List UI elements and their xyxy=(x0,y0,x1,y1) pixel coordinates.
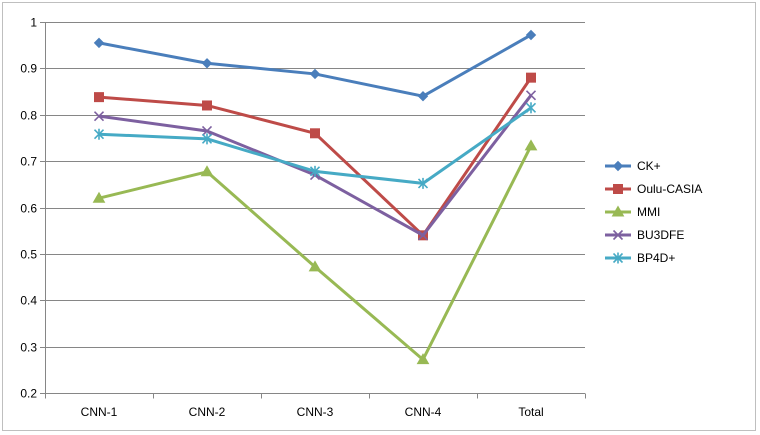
x-tick-label: CNN-1 xyxy=(81,405,118,419)
y-tick-label: 0.7 xyxy=(20,155,37,169)
x-tick-label: Total xyxy=(518,405,543,419)
line-chart: 0.2 0.3 0.4 0.5 0.6 0.7 0.8 0.9 1 CNN-1 CNN-2 CNN-3… xyxy=(20,16,702,420)
data-point xyxy=(417,90,429,102)
series-lines xyxy=(92,29,538,365)
data-point xyxy=(309,165,321,177)
y-tick-label: 1 xyxy=(30,16,37,30)
x-tick-label: CNN-3 xyxy=(297,405,334,419)
series-mmi xyxy=(92,139,538,365)
legend-marker xyxy=(612,229,624,241)
legend-entry: BP4D+ xyxy=(605,251,675,265)
data-point xyxy=(416,353,430,365)
y-tick-label: 0.5 xyxy=(20,248,37,262)
legend-label: MMI xyxy=(637,205,660,219)
data-point xyxy=(417,177,429,189)
series-bp4d- xyxy=(93,102,537,189)
data-point xyxy=(93,128,105,140)
legend-label: BU3DFE xyxy=(637,228,684,242)
series-line xyxy=(98,94,533,237)
data-point xyxy=(308,260,322,272)
data-point xyxy=(201,58,213,69)
y-tick-label: 0.4 xyxy=(20,294,37,308)
data-point xyxy=(92,191,106,203)
legend-marker xyxy=(611,205,625,217)
legend-label: BP4D+ xyxy=(637,251,675,265)
legend: CK+ Oulu-CASIA MMI BU3DFE BP4D+ xyxy=(605,159,702,265)
data-point xyxy=(309,68,321,80)
y-tick-label: 0.2 xyxy=(20,387,37,401)
y-tick-label: 0.9 xyxy=(20,62,37,76)
data-point xyxy=(310,128,320,139)
data-point xyxy=(201,133,213,145)
legend-entry: MMI xyxy=(605,205,660,219)
data-point xyxy=(202,100,212,111)
x-tick-label: CNN-2 xyxy=(189,405,226,419)
series-ck- xyxy=(93,29,537,102)
data-point xyxy=(93,37,105,49)
data-point xyxy=(524,139,538,151)
y-tick-label: 0.8 xyxy=(20,109,37,123)
legend-marker xyxy=(612,252,624,264)
series-line xyxy=(98,33,532,98)
legend-entry: Oulu-CASIA xyxy=(605,182,702,196)
legend-entry: BU3DFE xyxy=(605,228,684,242)
data-point xyxy=(417,230,429,241)
legend-label: CK+ xyxy=(637,159,661,173)
gridlines xyxy=(45,22,585,348)
legend-entry: CK+ xyxy=(605,159,661,173)
data-point xyxy=(526,72,536,83)
data-point xyxy=(525,90,537,101)
axes: 0.2 0.3 0.4 0.5 0.6 0.7 0.8 0.9 1 CNN-1 CNN-2 CNN-3… xyxy=(20,16,586,419)
legend-marker xyxy=(613,184,623,194)
x-tick-label: CNN-4 xyxy=(405,405,442,419)
data-point xyxy=(525,102,537,114)
y-tick-label: 0.3 xyxy=(20,341,37,355)
data-point xyxy=(94,92,104,103)
data-point xyxy=(200,165,214,177)
y-tick-label: 0.6 xyxy=(20,202,37,216)
data-point xyxy=(201,125,213,137)
series-line xyxy=(98,76,533,237)
legend-label: Oulu-CASIA xyxy=(637,182,702,196)
chart-frame: 0.2 0.3 0.4 0.5 0.6 0.7 0.8 0.9 1 CNN-1 CNN-2 CNN-3… xyxy=(2,2,756,431)
data-point xyxy=(525,29,537,41)
data-point xyxy=(93,111,105,122)
series-oulu-casia xyxy=(94,72,536,241)
legend-marker xyxy=(612,160,624,172)
